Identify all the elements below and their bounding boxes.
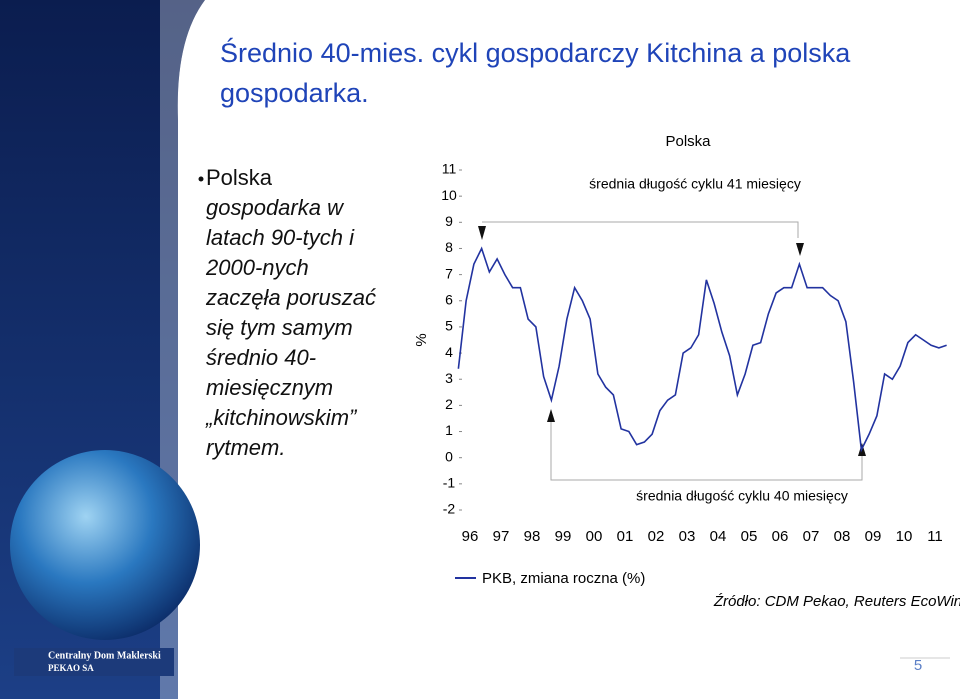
y-tick-label: 5 bbox=[445, 318, 453, 334]
x-tick-label: 09 bbox=[865, 528, 882, 545]
y-tick-label: 6 bbox=[445, 291, 453, 307]
y-tick-label: 11 bbox=[442, 161, 457, 177]
arrows bbox=[478, 226, 866, 456]
y-tick-label: -2 bbox=[443, 501, 456, 517]
y-tick-label: 3 bbox=[445, 370, 453, 386]
bullet-text: gospodarka w bbox=[206, 195, 345, 220]
y-tick-label: 8 bbox=[445, 239, 453, 255]
y-tick-label: 10 bbox=[441, 187, 457, 203]
x-tick-label: 06 bbox=[772, 528, 789, 545]
x-tick-label: 04 bbox=[710, 528, 727, 545]
bullet-text: Polska bbox=[206, 165, 273, 190]
bullet-text: się tym samym bbox=[206, 315, 353, 340]
bullet bbox=[198, 176, 204, 182]
bracket bbox=[482, 221, 863, 481]
x-tick-label: 97 bbox=[493, 528, 510, 545]
y-axis-label: % bbox=[413, 333, 430, 346]
x-tick-label: 05 bbox=[741, 528, 758, 545]
chart-title: Polska bbox=[665, 133, 711, 150]
page-number: 5 bbox=[914, 657, 922, 674]
legend-label: PKB, zmiana roczna (%) bbox=[482, 570, 645, 587]
x-tick-label: 07 bbox=[803, 528, 820, 545]
bullet-text: „kitchinowskim” bbox=[205, 405, 358, 430]
x-tick-label: 11 bbox=[927, 528, 943, 545]
y-tick-label: 2 bbox=[445, 396, 453, 412]
globe bbox=[10, 450, 200, 640]
bullet-text: miesięcznym bbox=[206, 375, 333, 400]
source: Źródło: CDM Pekao, Reuters EcoWin bbox=[713, 593, 960, 610]
y-tick-label: -1 bbox=[443, 475, 456, 491]
annotation: średnia długość cyklu 40 miesięcy bbox=[636, 488, 848, 504]
x-tick-label: 08 bbox=[834, 528, 851, 545]
x-tick-label: 98 bbox=[524, 528, 541, 545]
bullet-text: rytmem. bbox=[206, 435, 285, 460]
y-tick-label: 4 bbox=[445, 344, 453, 360]
x-tick-label: 99 bbox=[555, 528, 572, 545]
y-tick-label: 1 bbox=[445, 422, 453, 438]
logo-box bbox=[14, 648, 174, 676]
x-tick-label: 96 bbox=[462, 528, 479, 545]
x-tick-label: 01 bbox=[617, 528, 634, 545]
logo-text: PEKAO SA bbox=[48, 663, 94, 673]
data-line bbox=[457, 246, 947, 453]
y-tick-label: 9 bbox=[445, 213, 453, 229]
bullet-text: 2000-nych bbox=[205, 255, 309, 280]
y-tick-label: 7 bbox=[445, 265, 453, 281]
x-tick-label: 10 bbox=[896, 528, 913, 545]
bullet-text: zaczęła poruszać bbox=[205, 285, 376, 310]
x-tick-label: 00 bbox=[586, 528, 603, 545]
bullet-text: latach 90-tych i bbox=[206, 225, 355, 250]
x-tick-label: 03 bbox=[679, 528, 696, 545]
x-tick-label: 02 bbox=[648, 528, 665, 545]
y-tick-label: 0 bbox=[445, 448, 453, 464]
logo-text: Centralny Dom Maklerski bbox=[48, 650, 161, 661]
annotation: średnia długość cyklu 41 miesięcy bbox=[589, 176, 801, 192]
slide-title: Średnio 40-mies. cykl gospodarczy Kitchi… bbox=[220, 36, 851, 108]
bullet-text: średnio 40- bbox=[206, 345, 316, 370]
